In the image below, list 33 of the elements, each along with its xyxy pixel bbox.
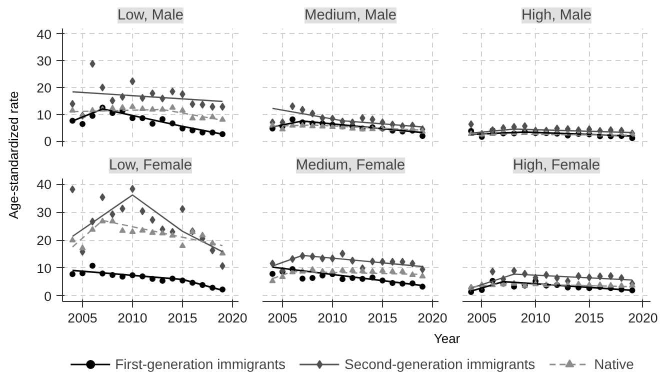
y-tick-label: 10 [36,260,52,276]
y-tick-label: 40 [36,177,52,192]
y-tick-label: 20 [36,233,52,248]
x-tick-label: 2020 [218,310,248,326]
x-tick-label: 2015 [574,310,604,326]
y-tick-label: 0 [44,134,52,150]
legend-label: First-generation immigrants [115,356,286,372]
x-tick-label: 2020 [628,310,658,326]
y-axis-title: Age-standardized rate [5,90,22,221]
x-tick-label: 2005 [467,310,497,326]
y-tick-label: 30 [36,54,52,69]
x-tick-label: 2005 [268,310,298,326]
x-tick-label: 2020 [418,310,448,326]
y-tick-label: 30 [36,205,52,220]
chart-title: High, Female [512,158,600,174]
y-tick-label: 20 [36,80,52,96]
x-tick-label: 2015 [368,310,398,326]
x-tick-label: 2015 [168,310,198,326]
x-tick-label: 2010 [118,310,148,326]
chart-title: Medium, Female [296,158,406,174]
y-tick-label: 40 [36,26,52,42]
chart-title: Low, Female [108,158,192,174]
y-tick-label: 10 [36,107,52,122]
chart-title: High, Male [521,8,592,24]
x-tick-label: 2005 [68,310,98,326]
x-tick-label: 2010 [318,310,348,326]
legend-label: Native [594,356,634,372]
chart-title: Medium, Male [304,8,397,24]
x-tick-label: 2010 [520,310,550,326]
x-axis-title: Year [432,330,462,348]
chart-title: Low, Male [118,8,184,24]
legend-label: Second-generation immigrants [344,356,536,372]
y-tick-label: 0 [44,288,52,304]
